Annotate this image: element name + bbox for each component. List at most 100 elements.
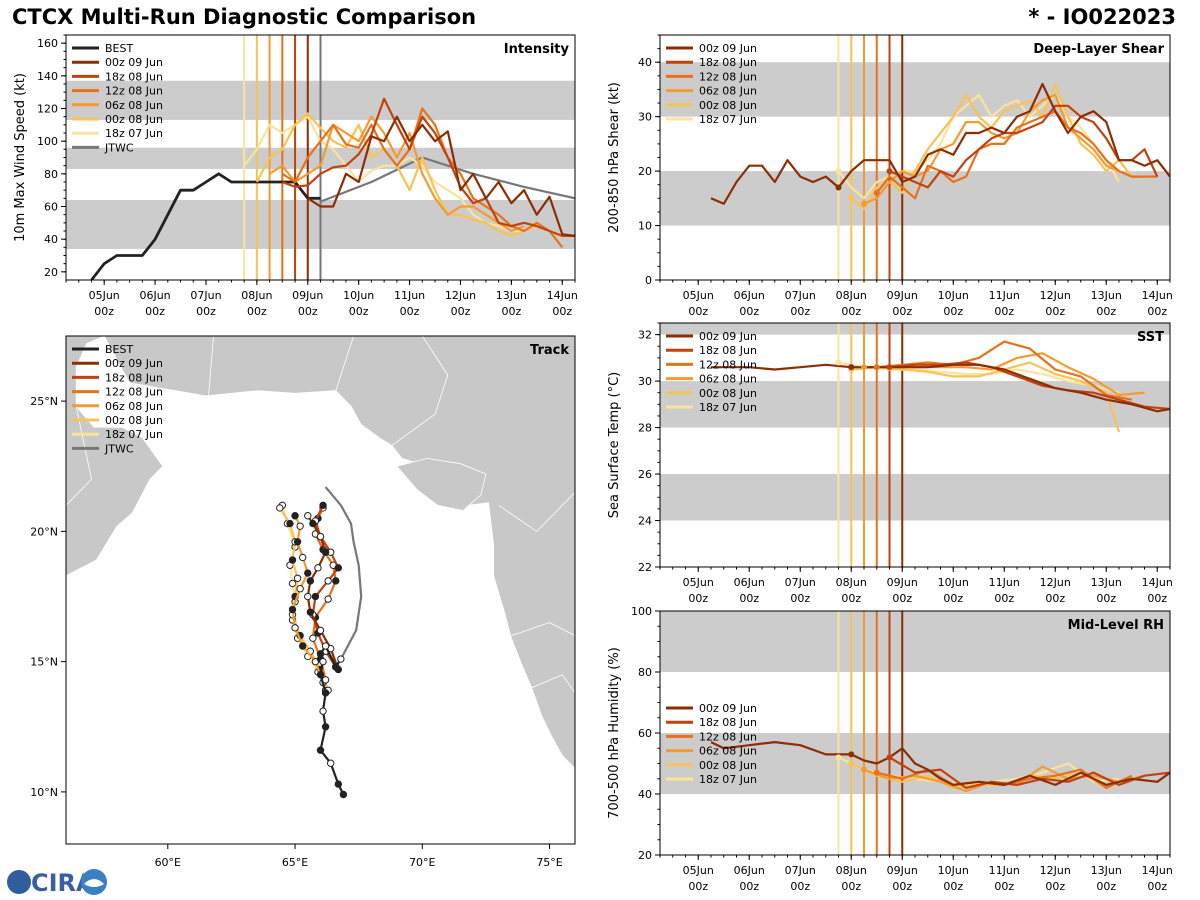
shear-series-06z-08-jun <box>863 93 1145 205</box>
intensity-ytick-label-6: 140 <box>37 70 58 83</box>
track-point-00z-09-jun <box>306 608 315 616</box>
sst-xtick-day-1: 06Jun <box>734 576 765 589</box>
shear-ytick-label-2: 20 <box>638 165 652 178</box>
sst-legend-label-3: 06z 08 Jun <box>699 373 757 386</box>
track-point-00z-09-jun <box>314 564 322 572</box>
rh-series-18z-08-jun <box>888 756 1170 790</box>
track-lon-label-3: 75°E <box>536 856 562 869</box>
track-legend-label-4: 06z 08 Jun <box>105 400 163 413</box>
sst-xtick-day-7: 12Jun <box>1040 576 1071 589</box>
shear-xtick-hour-5: 00z <box>943 305 963 318</box>
sst-ytick-label-1: 24 <box>638 515 652 528</box>
sst-start-marker-00z-09-jun <box>848 364 855 371</box>
sst-series-18z-08-jun <box>889 361 1170 411</box>
cira-logo-globe <box>7 870 31 894</box>
track-panel: 60°E 65°E 70°E 75°E 10°N 15°N 20°N 25°N Track BES… <box>30 335 576 869</box>
sst-xtick-day-6: 11Jun <box>989 576 1020 589</box>
rh-xtick-hour-3: 00z <box>841 880 861 893</box>
rh-xtick-day-6: 11Jun <box>989 864 1020 877</box>
intensity-xtick-day-7: 12Jun <box>445 289 476 302</box>
rh-panel: 20 40 60 80 100 05Jun 00z 06Jun 00z 07Jun 00z 08Jun… <box>607 605 1173 893</box>
shear-plot-area <box>660 35 1170 280</box>
shear-xtick-day-4: 09Jun <box>887 289 918 302</box>
shear-xtick-hour-2: 00z <box>790 305 810 318</box>
track-point-06z-08-jun <box>304 569 312 577</box>
shear-xtick-day-9: 14Jun <box>1142 289 1173 302</box>
sst-xtick-hour-5: 00z <box>943 592 963 605</box>
rh-xtick-hour-8: 00z <box>1096 880 1116 893</box>
track-point-00z-09-jun <box>316 626 325 635</box>
rh-start-marker-00z-09-jun <box>848 751 855 758</box>
track-point-best <box>334 780 343 788</box>
map-border-2 <box>391 336 449 446</box>
track-point-00z-08-jun <box>276 504 284 512</box>
shear-legend-label-0: 00z 09 Jun <box>699 42 757 55</box>
intensity-xtick-day-3: 08Jun <box>241 289 272 302</box>
sst-xtick-hour-1: 00z <box>739 592 759 605</box>
intensity-title: Intensity <box>504 42 570 57</box>
rh-xtick-day-8: 13Jun <box>1091 864 1122 877</box>
shear-start-marker-06z-08-jun <box>861 200 867 207</box>
track-point-12z-08-jun <box>309 634 317 642</box>
track-point-12z-08-jun <box>332 577 340 585</box>
track-lat-label-1: 15°N <box>30 656 58 669</box>
shear-start-marker-12z-08-jun <box>873 189 880 196</box>
rh-ytick-label-4: 100 <box>631 605 652 618</box>
sst-xtick-hour-0: 00z <box>688 592 708 605</box>
intensity-ytick-label-5: 120 <box>37 103 58 116</box>
rh-xtick-day-7: 12Jun <box>1040 864 1071 877</box>
sst-xtick-hour-3: 00z <box>841 592 861 605</box>
shear-xtick-hour-0: 00z <box>688 305 708 318</box>
sst-legend-label-0: 00z 09 Jun <box>699 330 757 343</box>
rh-band-1 <box>660 611 1170 672</box>
rh-start-marker-06z-08-jun <box>861 766 867 773</box>
sst-panel: 22 24 26 28 30 32 05Jun 00z 06Jun 00z 07Jun 00z 08Ju… <box>607 322 1173 605</box>
shear-xtick-day-1: 06Jun <box>734 289 765 302</box>
intensity-legend-label-2: 18z 08 Jun <box>105 70 163 83</box>
intensity-legend-label-4: 06z 08 Jun <box>105 99 163 112</box>
shear-xtick-hour-3: 00z <box>841 305 861 318</box>
track-point-06z-08-jun <box>296 584 304 593</box>
rh-xtick-day-1: 06Jun <box>734 864 765 877</box>
track-point-18z-08-jun <box>324 577 332 585</box>
rh-xtick-hour-6: 00z <box>994 880 1014 893</box>
sst-xtick-hour-7: 00z <box>1045 592 1065 605</box>
rh-legend-label-3: 06z 08 Jun <box>699 745 757 758</box>
sst-ytick-label-4: 30 <box>638 375 652 388</box>
track-point-00z-08-jun <box>286 519 294 528</box>
intensity-legend-label-6: 18z 07 Jun <box>105 127 163 140</box>
shear-xtick-hour-9: 00z <box>1147 305 1167 318</box>
intensity-legend-label-0: BEST <box>105 42 133 55</box>
sst-start-marker-18z-07-jun <box>835 359 842 366</box>
rh-legend-label-0: 00z 09 Jun <box>699 702 757 715</box>
intensity-xtick-day-0: 05Jun <box>89 289 120 302</box>
rh-start-marker-18z-07-jun <box>835 754 842 761</box>
intensity-ylabel: 10m Max Wind Speed (kt) <box>13 73 28 242</box>
rh-series-00z-09-jun <box>710 740 1170 787</box>
intensity-ytick-label-3: 80 <box>44 168 58 181</box>
intensity-ytick-label-1: 40 <box>44 233 58 246</box>
rh-legend-label-2: 12z 08 Jun <box>699 730 757 743</box>
shear-ylabel: 200-850 hPa Shear (kt) <box>607 82 622 233</box>
track-point-best <box>319 707 327 715</box>
intensity-xtick-day-4: 09Jun <box>292 289 323 302</box>
intensity-ytick-label-0: 20 <box>44 266 58 279</box>
rh-start-marker-18z-08-jun <box>886 754 893 761</box>
rh-xtick-day-3: 08Jun <box>836 864 867 877</box>
sst-title: SST <box>1137 330 1164 345</box>
rh-xtick-day-4: 09Jun <box>887 864 918 877</box>
shear-xtick-hour-1: 00z <box>739 305 759 318</box>
track-legend-label-2: 18z 08 Jun <box>105 371 163 384</box>
track-title: Track <box>530 343 569 358</box>
rh-xtick-hour-5: 00z <box>943 880 963 893</box>
track-legend-label-0: BEST <box>105 343 133 356</box>
sst-xtick-day-0: 05Jun <box>683 576 714 589</box>
track-point-12z-08-jun <box>324 595 332 603</box>
rh-ytick-label-0: 20 <box>638 849 652 862</box>
sst-xtick-day-3: 08Jun <box>836 576 867 589</box>
sst-start-marker-06z-08-jun <box>861 364 867 371</box>
rh-xtick-hour-9: 00z <box>1147 880 1167 893</box>
shear-start-marker-00z-09-jun <box>835 184 842 191</box>
track-point-best <box>316 746 325 754</box>
intensity-series-jtwc <box>320 156 575 203</box>
